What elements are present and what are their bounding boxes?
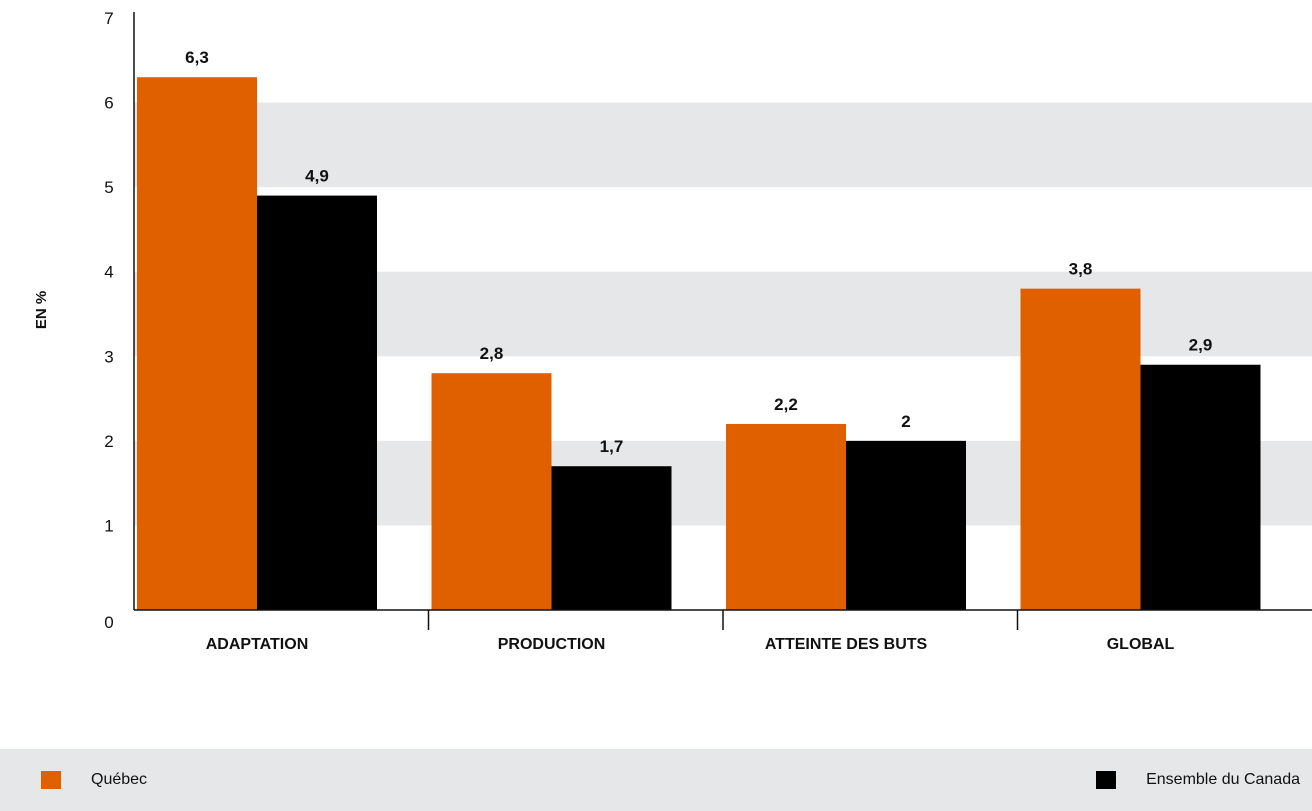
chart-svg: 6,3 4,9 ADAPTATION 2,8 1,7 PRODUCTION 2,2 2 ATTE…: [33, 9, 1312, 653]
bar: [257, 195, 377, 610]
legend-label-canada: Ensemble du Canada: [1146, 771, 1300, 788]
bar: [1020, 288, 1141, 610]
legend: Québec Ensemble du Canada: [0, 749, 1312, 811]
category-label: GLOBAL: [1107, 636, 1175, 653]
data-label: 2,8: [480, 344, 504, 363]
bar: [846, 440, 966, 610]
legend-item-quebec: Québec: [41, 771, 147, 789]
bar: [137, 77, 257, 610]
data-label: 4,9: [305, 167, 329, 186]
data-label: 2,9: [1189, 336, 1213, 355]
y-axis-title: EN %: [33, 291, 50, 329]
bar: [551, 466, 672, 610]
legend-swatch-quebec: [41, 771, 61, 789]
legend-item-canada: Ensemble du Canada: [1096, 771, 1300, 789]
legend-swatch-canada: [1096, 771, 1117, 789]
data-label: 3,8: [1069, 260, 1093, 279]
axes: [133, 12, 1312, 630]
data-label: 6,3: [185, 48, 209, 67]
grid-band: [134, 102, 1312, 188]
y-tick-label: 4: [104, 263, 113, 282]
y-tick-label: 6: [104, 94, 113, 113]
category-label: PRODUCTION: [498, 636, 606, 653]
y-tick-label: 3: [104, 347, 113, 366]
data-label: 2,2: [774, 395, 798, 414]
y-tick-label: 5: [104, 178, 113, 197]
category-label: ADAPTATION: [206, 636, 309, 653]
y-tick-label: 1: [104, 516, 113, 535]
bar: [726, 423, 846, 610]
bar-chart: 6,3 4,9 ADAPTATION 2,8 1,7 PRODUCTION 2,2 2 ATTE…: [33, 9, 1312, 653]
y-tick-label: 2: [104, 432, 113, 451]
y-tick-label: 0: [104, 613, 113, 632]
data-label: 1,7: [600, 437, 624, 456]
data-label: 2: [901, 412, 910, 431]
bar: [1140, 364, 1261, 610]
category-label: ATTEINTE DES BUTS: [765, 636, 928, 653]
labels: 6,3 4,9 ADAPTATION 2,8 1,7 PRODUCTION 2,2 2 ATTE…: [33, 9, 1212, 653]
legend-label-quebec: Québec: [91, 771, 148, 788]
bar: [431, 373, 552, 610]
y-tick-label: 7: [104, 9, 113, 28]
bars: [137, 77, 1261, 610]
